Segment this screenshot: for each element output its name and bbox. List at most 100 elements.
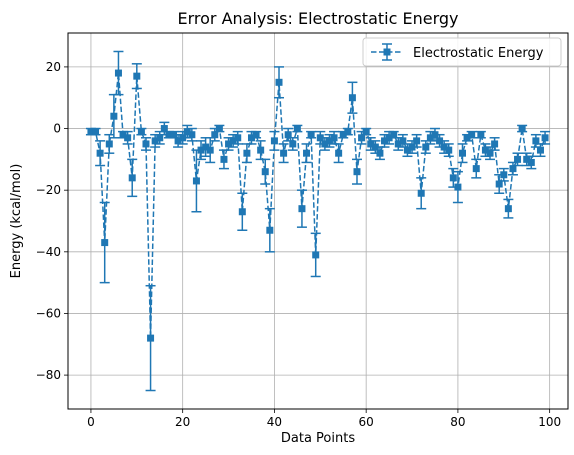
data-point — [174, 137, 182, 145]
y-tick-label: −80 — [36, 368, 61, 382]
data-point — [147, 334, 155, 342]
data-point — [133, 72, 141, 80]
y-axis-label: Energy (kcal/mol) — [9, 164, 24, 279]
y-tick-label: −60 — [36, 306, 61, 320]
data-point — [170, 131, 178, 139]
data-point — [197, 146, 205, 154]
x-tick-label: 60 — [359, 415, 374, 429]
data-point — [495, 180, 503, 188]
data-point — [215, 125, 223, 133]
y-tick-label: −20 — [36, 183, 61, 197]
data-point — [458, 149, 466, 157]
data-point — [183, 128, 191, 136]
plot-frame — [67, 32, 569, 410]
data-point — [202, 143, 210, 151]
data-point — [463, 134, 471, 142]
data-point — [303, 149, 311, 157]
y-tick-label: −40 — [36, 245, 61, 259]
data-point — [339, 131, 347, 139]
data-point — [211, 131, 219, 139]
y-tick-label: 20 — [46, 60, 61, 74]
data-point — [266, 226, 274, 234]
legend-marker — [383, 48, 391, 56]
data-point — [422, 143, 430, 151]
data-point — [408, 143, 416, 151]
data-point — [92, 128, 100, 136]
data-point — [114, 69, 122, 77]
data-point — [527, 158, 535, 166]
data-point — [399, 137, 407, 145]
data-point — [509, 165, 517, 173]
data-point — [257, 146, 265, 154]
data-point — [532, 137, 540, 145]
x-axis-label: Data Points — [281, 431, 355, 446]
data-point — [321, 140, 329, 148]
x-tick-label: 100 — [538, 415, 561, 429]
data-point — [358, 134, 366, 142]
x-tick-label: 20 — [175, 415, 190, 429]
data-point — [536, 146, 544, 154]
data-point — [128, 174, 136, 182]
x-tick-label: 40 — [267, 415, 282, 429]
legend: Electrostatic Energy — [362, 37, 562, 67]
data-point — [261, 168, 269, 176]
data-point — [454, 183, 462, 191]
data-point — [381, 137, 389, 145]
data-point — [348, 94, 356, 102]
data-point — [96, 149, 104, 157]
x-tick-label: 0 — [87, 415, 95, 429]
data-point — [431, 131, 439, 139]
data-point — [500, 171, 508, 179]
data-point — [110, 112, 118, 120]
legend-label: Electrostatic Energy — [413, 46, 544, 61]
data-point — [151, 137, 159, 145]
data-point — [293, 125, 301, 133]
data-point — [417, 189, 425, 197]
data-point — [270, 137, 278, 145]
data-point — [101, 239, 109, 247]
legend-box — [362, 37, 562, 67]
data-point — [298, 205, 306, 213]
data-point — [316, 134, 324, 142]
data-point — [206, 146, 214, 154]
data-point — [160, 125, 168, 133]
data-point — [275, 78, 283, 86]
data-point — [307, 131, 315, 139]
data-point — [243, 149, 251, 157]
data-point — [523, 155, 531, 163]
data-point — [514, 155, 522, 163]
data-point — [367, 140, 375, 148]
data-point — [468, 131, 476, 139]
data-point — [229, 137, 237, 145]
data-point — [403, 146, 411, 154]
data-point — [335, 149, 343, 157]
data-point — [192, 177, 200, 185]
data-point — [225, 140, 233, 148]
data-point — [385, 134, 393, 142]
markers — [87, 69, 549, 342]
data-point — [234, 134, 242, 142]
data-point — [330, 134, 338, 142]
data-point — [325, 137, 333, 145]
data-point — [376, 149, 384, 157]
data-point — [436, 137, 444, 145]
data-point — [156, 134, 164, 142]
data-point — [238, 208, 246, 216]
data-point — [220, 155, 228, 163]
data-point — [477, 131, 485, 139]
data-point — [504, 205, 512, 213]
chart-title: Error Analysis: Electrostatic Energy — [178, 9, 459, 28]
data-point — [105, 140, 113, 148]
data-point — [390, 131, 398, 139]
data-point — [312, 251, 320, 259]
data-point — [119, 131, 127, 139]
data-point — [426, 134, 434, 142]
x-ticks: 0 20 40 60 80 100 — [87, 409, 561, 429]
data-point — [440, 143, 448, 151]
data-point — [449, 174, 457, 182]
data-point — [481, 146, 489, 154]
y-ticks: −80 −60 −40 −20 0 20 — [36, 60, 68, 382]
data-point — [124, 134, 132, 142]
